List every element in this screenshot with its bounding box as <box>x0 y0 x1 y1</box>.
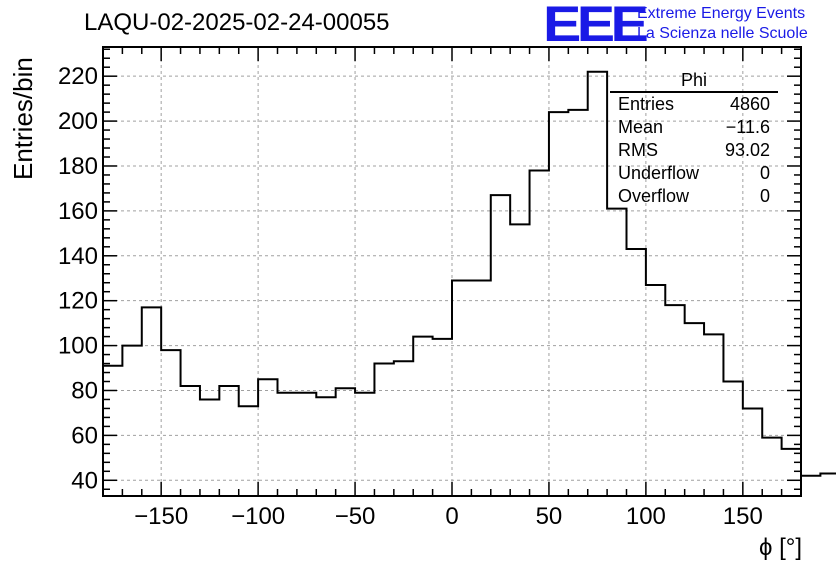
x-tick-label: 150 <box>723 503 763 530</box>
histogram-bin <box>607 209 626 496</box>
histogram-bin <box>452 280 471 496</box>
stats-label: Underflow <box>618 163 700 183</box>
stats-box-title: Phi <box>610 70 778 93</box>
y-tick-label: 80 <box>71 377 98 404</box>
stats-label: Mean <box>618 117 664 137</box>
logo-caption-line1: Extreme Energy Events <box>637 5 806 22</box>
stats-value: −11.6 <box>725 117 770 137</box>
histogram-bin <box>355 393 374 496</box>
histogram-bin <box>316 397 335 496</box>
x-tick-label: −50 <box>335 503 376 530</box>
histogram-bin <box>433 339 452 496</box>
logo-caption-line2: La Scienza nelle Scuole <box>637 25 808 42</box>
y-tick-label: 100 <box>58 333 98 360</box>
histogram-bin <box>200 399 219 496</box>
x-axis-label: ϕ [°] <box>758 534 802 561</box>
stats-box: Phi Entries 4860 Mean −11.6 RMS 93.02 Underflo… <box>610 70 778 208</box>
histogram-bin <box>374 364 393 496</box>
histogram-line <box>103 70 836 477</box>
y-axis-label: Entries/bin <box>8 57 38 180</box>
histogram-bin <box>103 366 122 496</box>
histogram-bin <box>336 388 355 496</box>
stats-row: Underflow 0 <box>610 162 778 185</box>
histogram-bin <box>743 408 762 496</box>
stats-value: 0 <box>759 163 770 183</box>
stats-row: Mean −11.6 <box>610 116 778 139</box>
histogram-bin <box>278 393 297 496</box>
stats-row: Entries 4860 <box>610 93 778 116</box>
histogram-bin <box>491 195 510 496</box>
histogram-bin <box>568 110 587 496</box>
stats-label: Overflow <box>618 186 690 206</box>
histogram-bin <box>413 337 432 496</box>
histogram-bin <box>820 474 836 496</box>
y-tick-label: 200 <box>58 108 98 135</box>
histogram-bin <box>801 476 820 496</box>
histogram-bin <box>297 393 316 496</box>
y-axis-ticks: 40 60 80 100 120 140 160 180 200 220 <box>58 48 801 494</box>
x-axis-ticks: −150 −100 −50 0 50 100 150 <box>102 47 802 530</box>
histogram-bin <box>627 249 646 496</box>
y-tick-label: 60 <box>71 422 98 449</box>
histogram-bin <box>219 386 238 496</box>
histogram-bin <box>510 224 529 496</box>
stats-label: RMS <box>618 140 658 160</box>
histogram-bin <box>704 334 723 496</box>
y-tick-label: 140 <box>58 243 98 270</box>
histogram-bin <box>530 170 549 496</box>
histogram-bin <box>665 305 684 496</box>
x-tick-label: 100 <box>626 503 666 530</box>
x-tick-label: 50 <box>536 503 563 530</box>
y-tick-label: 40 <box>71 467 98 494</box>
y-tick-label: 220 <box>58 63 98 90</box>
histogram-bin <box>142 307 161 496</box>
histogram-bin <box>762 438 781 496</box>
histogram-bin <box>588 72 607 496</box>
histogram-bin <box>161 350 180 496</box>
histogram-bin <box>181 386 200 496</box>
histogram-bin <box>723 382 742 496</box>
y-tick-label: 120 <box>58 288 98 315</box>
stats-value: 93.02 <box>724 140 770 160</box>
x-tick-label: −150 <box>134 503 188 530</box>
stats-label: Entries <box>618 94 675 114</box>
histogram-bin <box>239 406 258 496</box>
histogram-bin <box>549 112 568 496</box>
histogram-bin <box>685 323 704 496</box>
y-tick-label: 180 <box>58 153 98 180</box>
y-tick-label: 160 <box>58 198 98 225</box>
histogram-bin <box>394 361 413 496</box>
eee-logo: EEE <box>543 0 649 52</box>
histogram-bin <box>646 285 665 496</box>
x-tick-label: −100 <box>231 503 285 530</box>
x-tick-label: 0 <box>445 503 458 530</box>
histogram-series <box>103 70 836 496</box>
stats-value: 4860 <box>729 94 770 114</box>
stats-row: RMS 93.02 <box>610 139 778 162</box>
stats-value: 0 <box>759 186 770 206</box>
histogram-bin <box>258 379 277 496</box>
histogram-bin <box>122 346 141 496</box>
stats-row: Overflow 0 <box>610 185 778 208</box>
chart-title: LAQU-02-2025-02-24-00055 <box>84 9 390 36</box>
histogram-bin <box>471 280 490 496</box>
